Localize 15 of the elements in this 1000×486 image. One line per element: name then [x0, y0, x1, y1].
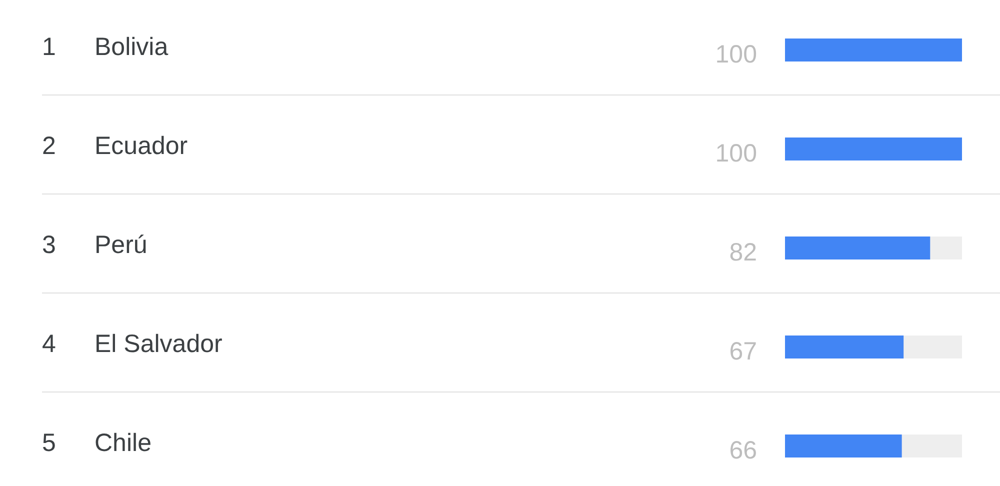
- data-label: 66: [729, 436, 757, 464]
- y-tick-label: El Salvador: [94, 330, 222, 358]
- text: 2: [42, 132, 56, 160]
- text: 4: [42, 330, 56, 358]
- text: 5: [42, 429, 56, 457]
- data-label: 67: [729, 338, 757, 366]
- data-label: 82: [729, 238, 757, 266]
- y-tick-label: Ecuador: [94, 132, 188, 160]
- text: 3: [42, 231, 56, 259]
- y-tick-label: Chile: [94, 429, 152, 457]
- y-tick-label: Perú: [94, 231, 148, 259]
- y-tick-label: Bolivia: [94, 33, 168, 61]
- data-label: 100: [715, 40, 757, 68]
- text: 1: [42, 33, 56, 61]
- data-label: 100: [715, 140, 757, 168]
